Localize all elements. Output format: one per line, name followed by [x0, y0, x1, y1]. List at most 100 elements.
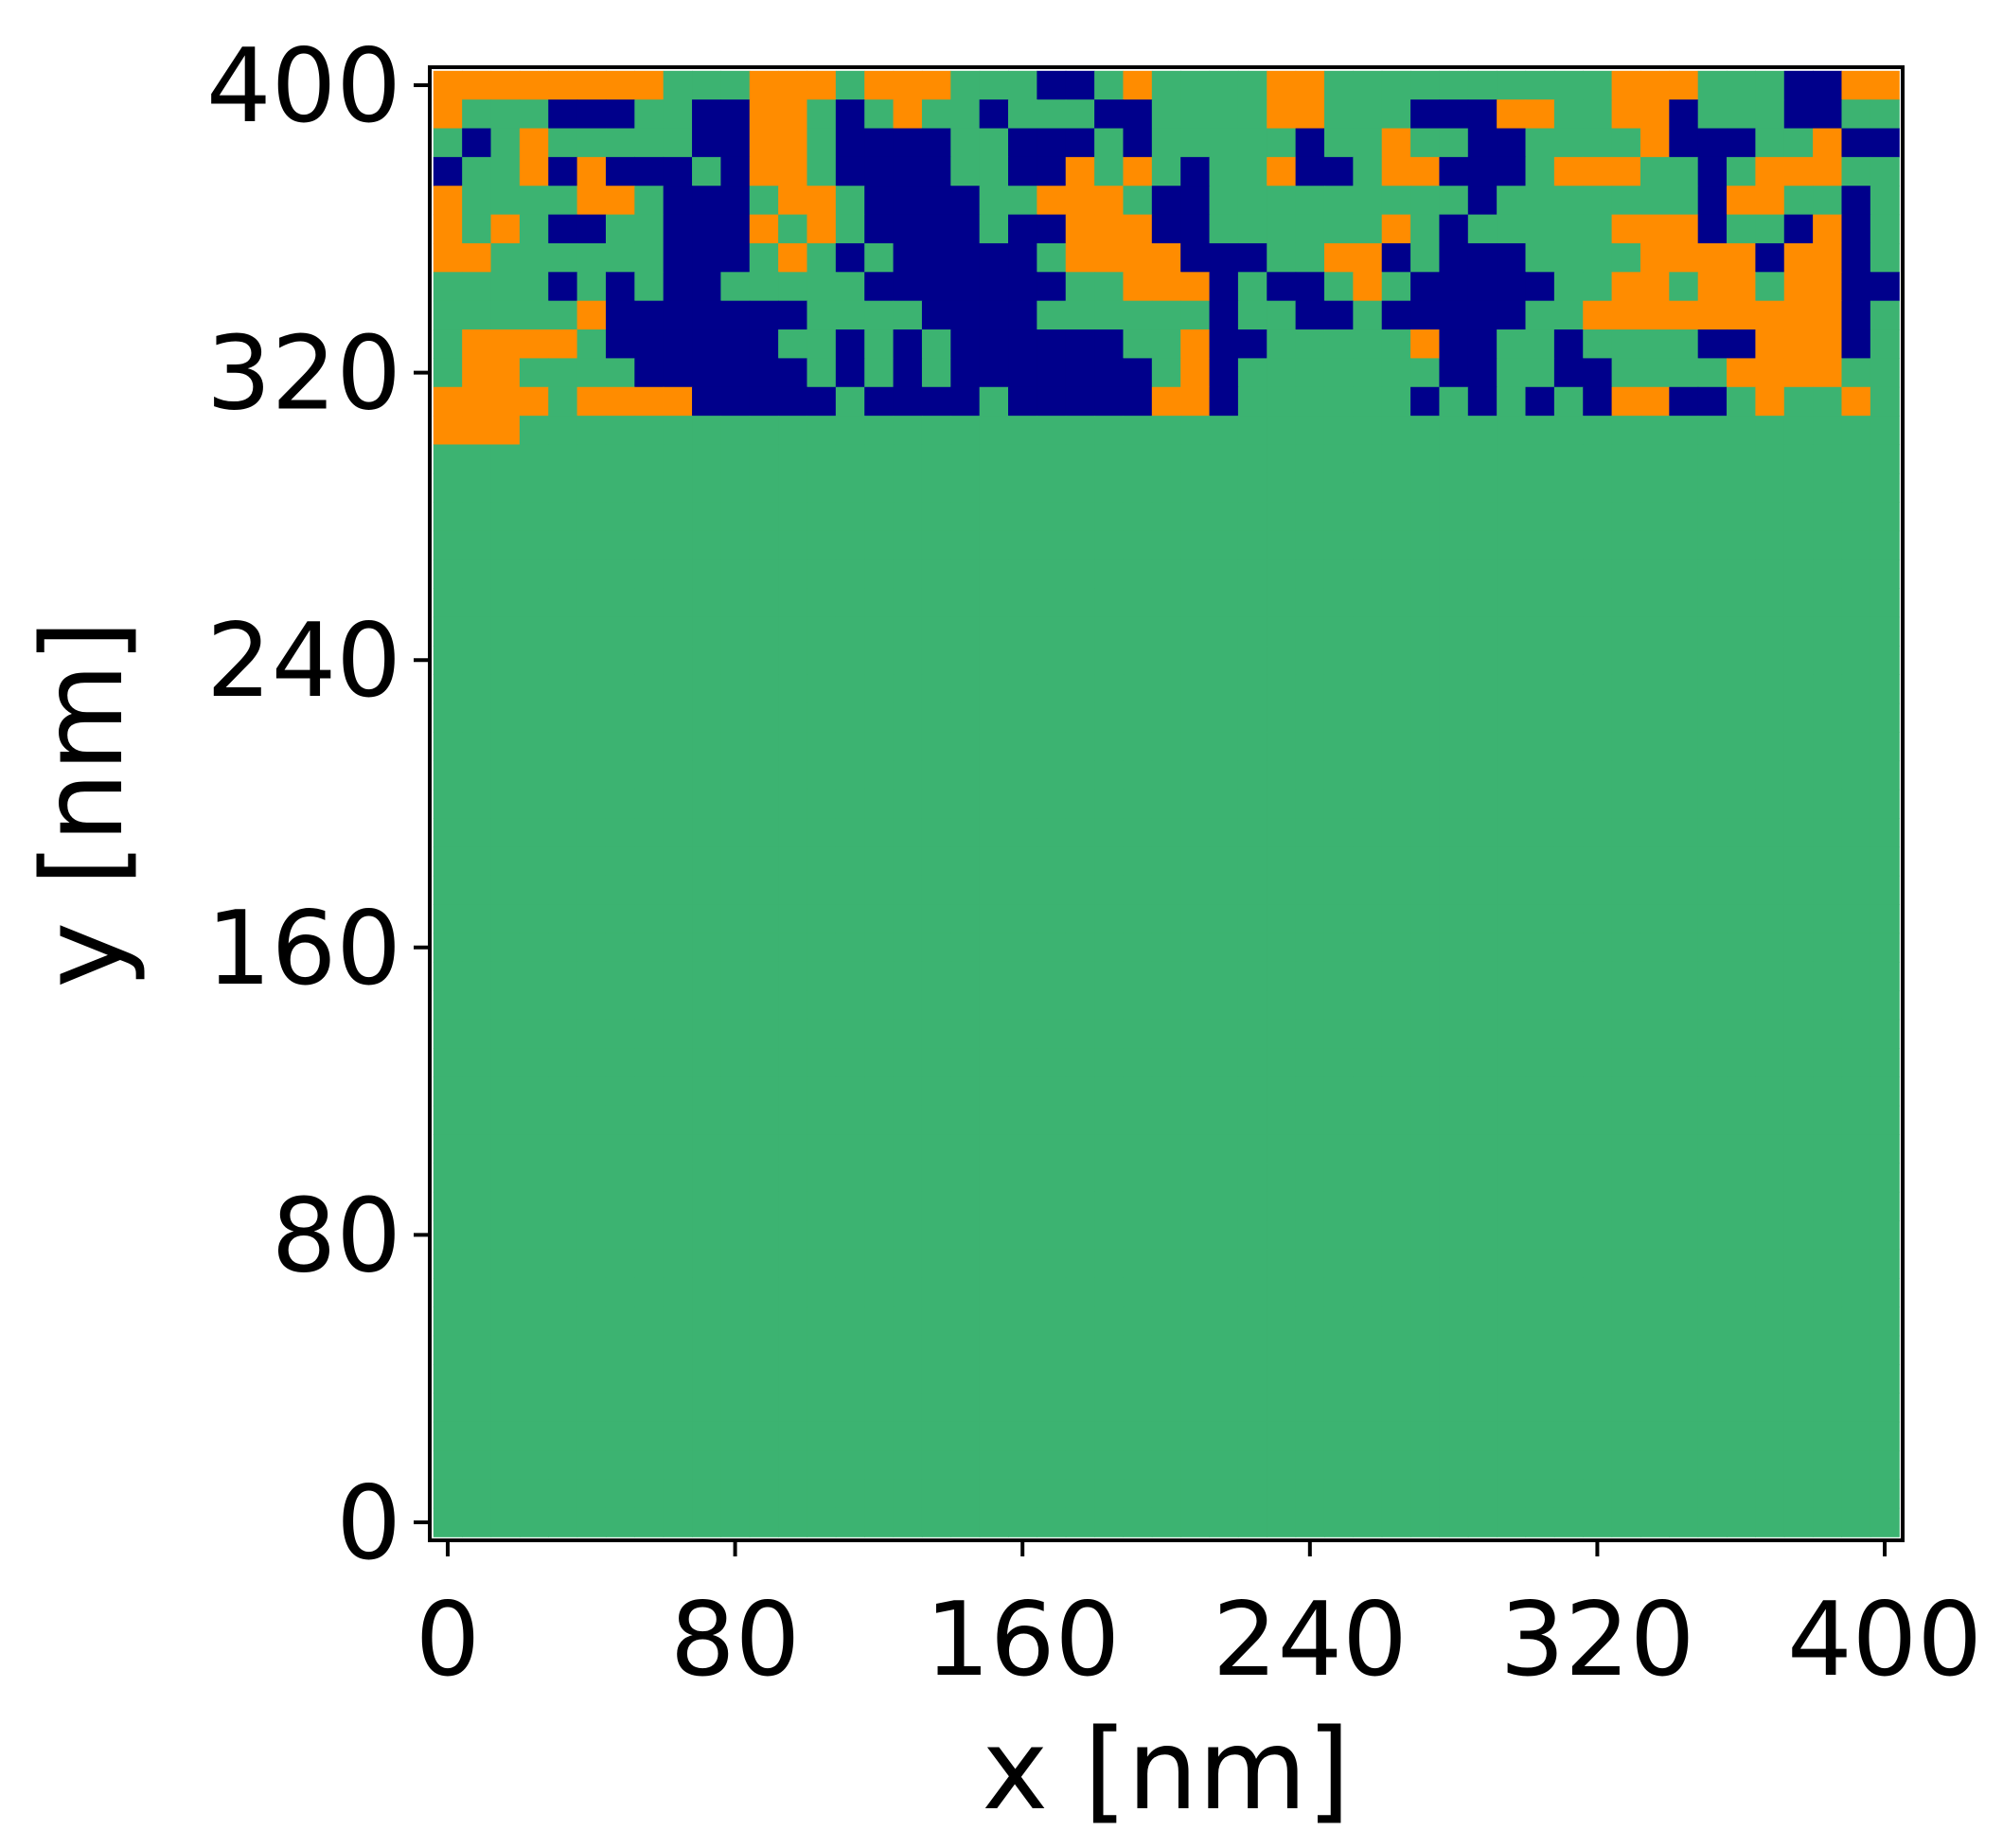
heatmap-cell [1410, 358, 1441, 388]
heatmap-cell [1123, 99, 1153, 130]
heatmap-cell [1813, 214, 1843, 244]
heatmap-cell [1180, 272, 1211, 302]
heatmap-cell [1209, 760, 1239, 791]
heatmap-cell [634, 1277, 665, 1307]
heatmap-cell [1323, 559, 1354, 589]
heatmap-cell [634, 99, 665, 130]
heatmap-cell [605, 1191, 635, 1221]
heatmap-cell [1237, 1393, 1267, 1423]
heatmap-cell [921, 444, 951, 474]
heatmap-cell [634, 1163, 665, 1193]
heatmap-cell [979, 358, 1009, 388]
heatmap-cell [1295, 760, 1325, 791]
heatmap-cell [1410, 760, 1441, 791]
heatmap-cell [979, 444, 1009, 474]
heatmap-cell [1353, 502, 1383, 532]
heatmap-cell [1783, 588, 1814, 618]
heatmap-cell [921, 416, 951, 446]
heatmap-cell [1467, 646, 1498, 675]
heatmap-cell [1611, 1306, 1641, 1337]
heatmap-cell [634, 1191, 665, 1221]
heatmap-cell [1870, 904, 1900, 934]
heatmap-cell [1755, 1450, 1785, 1481]
heatmap-cell [1611, 329, 1641, 359]
heatmap-cell [490, 472, 521, 503]
heatmap-cell [692, 559, 721, 589]
heatmap-cell [1783, 300, 1814, 330]
heatmap-cell [749, 1421, 779, 1451]
heatmap-cell [1439, 1364, 1469, 1394]
heatmap-cell [1583, 1249, 1613, 1279]
heatmap-cell [519, 386, 549, 417]
heatmap-cell [433, 674, 463, 704]
heatmap-cell [1611, 1421, 1641, 1451]
heatmap-cell [1123, 1450, 1153, 1481]
heatmap-cell [979, 300, 1009, 330]
heatmap-cell [1727, 1163, 1756, 1193]
heatmap-cell [950, 1249, 981, 1279]
heatmap-cell [1611, 70, 1641, 100]
heatmap-cell [1180, 472, 1211, 503]
heatmap-cell [1727, 559, 1756, 589]
heatmap-cell [634, 1393, 665, 1423]
heatmap-cell [663, 732, 693, 762]
heatmap-cell [1065, 1335, 1095, 1365]
heatmap-cell [1008, 1277, 1037, 1307]
heatmap-cell [1180, 1076, 1211, 1107]
heatmap-cell [893, 616, 923, 647]
heatmap-cell [1295, 990, 1325, 1021]
heatmap-cell [433, 1277, 463, 1307]
heatmap-cell [605, 530, 635, 560]
heatmap-cell [1583, 530, 1613, 560]
heatmap-cell [749, 1134, 779, 1164]
heatmap-cell [749, 386, 779, 417]
heatmap-cell [1497, 99, 1527, 130]
heatmap-cell [1094, 1306, 1125, 1337]
heatmap-cell [663, 1393, 693, 1423]
heatmap-cell [1870, 70, 1900, 100]
heatmap-cell [1727, 1393, 1756, 1423]
heatmap-cell [1583, 1220, 1613, 1251]
heatmap-cell [1525, 990, 1555, 1021]
heatmap-cell [548, 300, 578, 330]
x-tick-label: 0 [416, 1581, 481, 1699]
heatmap-cell [1267, 156, 1297, 187]
heatmap-cell [835, 933, 865, 963]
heatmap-cell [1439, 1048, 1469, 1078]
heatmap-cell [979, 128, 1009, 158]
heatmap-cell [462, 1421, 492, 1451]
heatmap-cell [1267, 1277, 1297, 1307]
heatmap-cell [692, 1105, 721, 1135]
heatmap-cell [433, 933, 463, 963]
heatmap-cell [1353, 214, 1383, 244]
heatmap-cell [1727, 789, 1756, 819]
heatmap-cell [1611, 732, 1641, 762]
heatmap-cell [605, 1421, 635, 1451]
heatmap-cell [1237, 1335, 1267, 1365]
heatmap-cell [807, 99, 837, 130]
heatmap-cell [807, 588, 837, 618]
heatmap-cell [1497, 674, 1527, 704]
heatmap-cell [576, 530, 607, 560]
heatmap-cell [1755, 674, 1785, 704]
heatmap-cell [433, 1507, 463, 1537]
heatmap-cell [1611, 1163, 1641, 1193]
heatmap-cell [1870, 990, 1900, 1021]
heatmap-cell [548, 444, 578, 474]
heatmap-cell [1583, 70, 1613, 100]
heatmap-cell [1727, 128, 1756, 158]
heatmap-cell [1783, 99, 1814, 130]
heatmap-cell [692, 646, 721, 675]
heatmap-cell [1727, 646, 1756, 675]
heatmap-cell [1267, 1421, 1297, 1451]
heatmap-cell [1123, 732, 1153, 762]
heatmap-cell [1727, 1134, 1756, 1164]
heatmap-cell [490, 818, 521, 848]
heatmap-cell [576, 502, 607, 532]
heatmap-cell [1640, 444, 1670, 474]
heatmap-cell [663, 1134, 693, 1164]
heatmap-cell [1813, 789, 1843, 819]
heatmap-cell [1439, 1076, 1469, 1107]
heatmap-cell [576, 70, 607, 100]
heatmap-cell [1237, 818, 1267, 848]
